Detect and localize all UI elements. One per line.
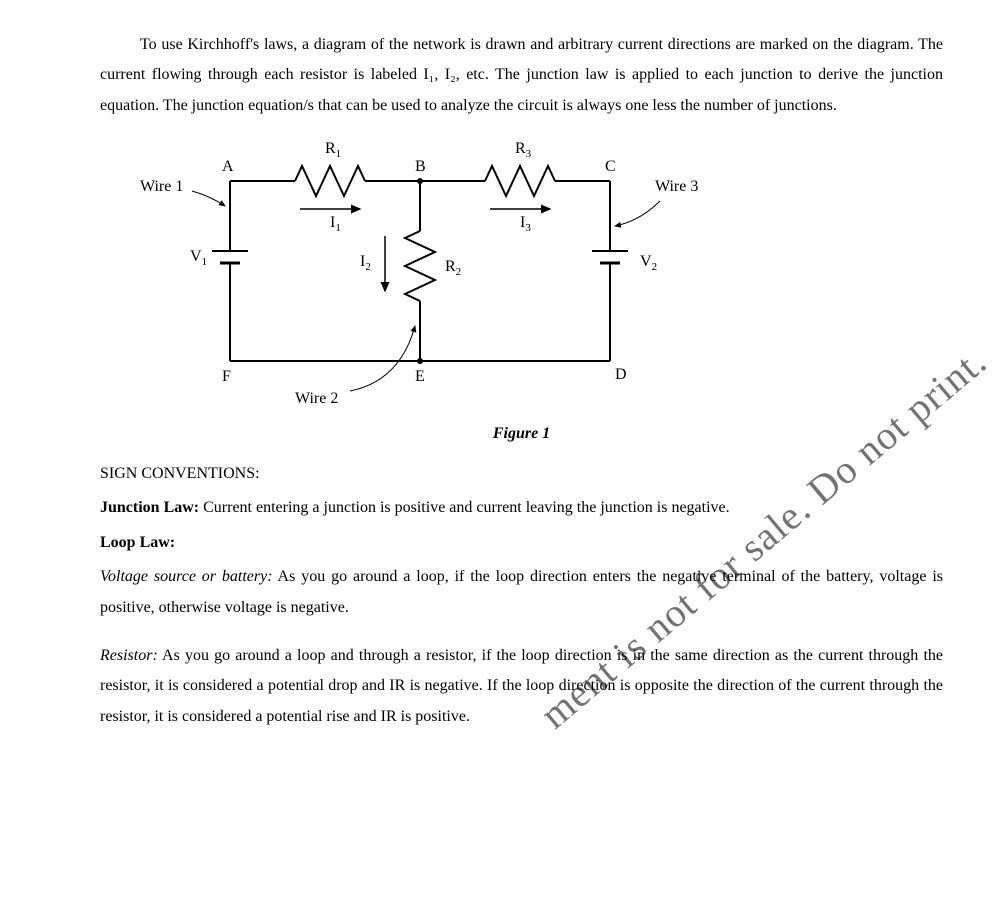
figure-1: R1 I1 R3 I3 V1 V2 R2 I2 A B C [100,131,943,449]
junction-law-text: Current entering a junction is positive … [199,499,730,516]
label-R3: R3 [515,140,532,160]
label-R1: R1 [325,140,341,160]
label-I1: I1 [330,214,341,234]
node-C: C [605,158,616,175]
wire-B-R3-C [420,166,610,209]
label-I3: I3 [520,214,531,234]
node-A: A [222,158,234,175]
voltage-label: Voltage source or battery: [100,568,273,585]
wire-A-V1-F [212,181,248,361]
intro-paragraph: To use Kirchhoff's laws, a diagram of th… [100,30,943,121]
label-V1: V1 [190,248,207,268]
label-wire3: Wire 3 [655,178,698,195]
label-V2: V2 [640,253,657,273]
label-I2: I2 [360,253,371,273]
resistor-rule-para: Resistor: As you go around a loop and th… [100,641,943,732]
voltage-rule-para: Voltage source or battery: As you go aro… [100,562,943,623]
resistor-label: Resistor: [100,647,158,664]
junction-law-para: Junction Law: Current entering a junctio… [100,493,943,523]
label-wire1: Wire 1 [140,178,183,195]
node-D: D [615,366,627,383]
label-wire2: Wire 2 [295,390,338,407]
junction-law-label: Junction Law: [100,499,199,516]
loop-law-label-line: Loop Law: [100,528,943,558]
wire-A-R1-B [230,166,420,209]
node-B: B [415,158,426,175]
node-F: F [222,368,231,385]
wire-B-R2-E [385,181,435,361]
wire-C-V2-D [592,181,628,361]
loop-law-label: Loop Law: [100,534,175,551]
figure-caption: Figure 1 [100,419,943,449]
circuit-svg: R1 I1 R3 I3 V1 V2 R2 I2 A B C [100,131,800,411]
sign-conventions-heading: SIGN CONVENTIONS: [100,459,943,489]
label-R2: R2 [445,258,461,278]
node-E: E [415,368,425,385]
resistor-text: As you go around a loop and through a re… [100,647,943,725]
